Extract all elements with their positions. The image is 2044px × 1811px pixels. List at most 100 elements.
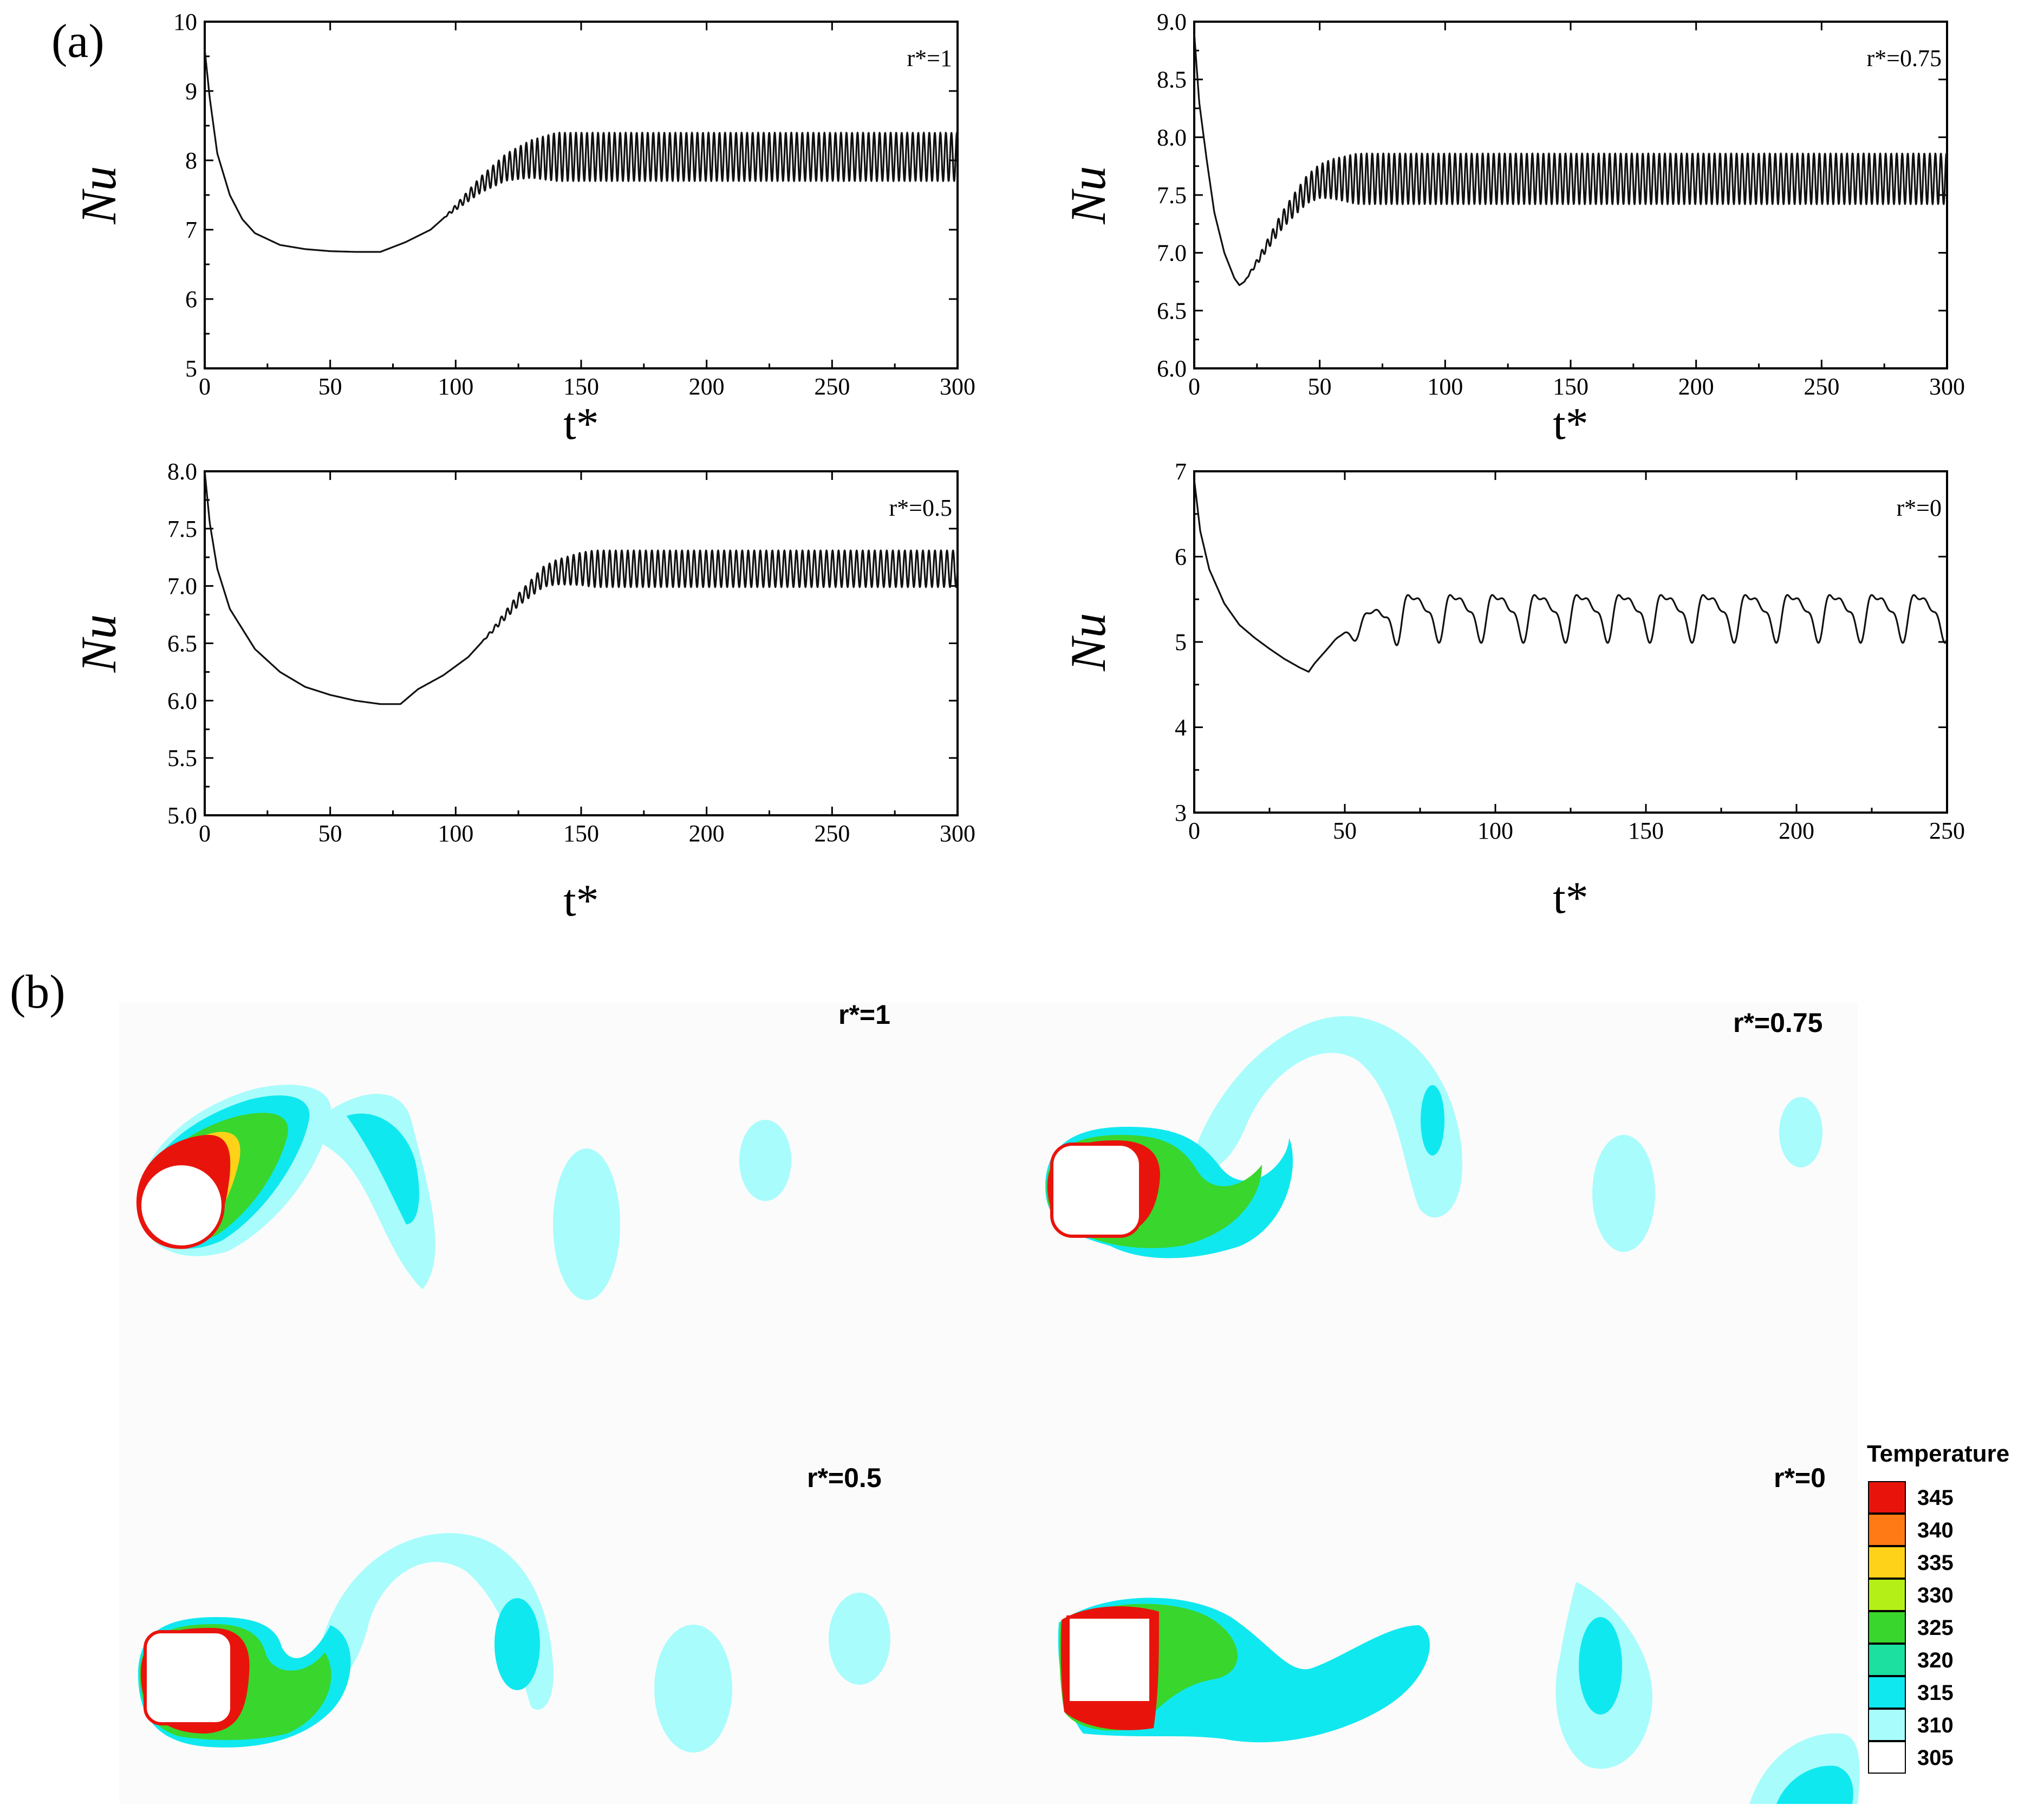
nu-series-line — [204, 49, 959, 253]
legend-swatch — [1868, 1611, 1906, 1644]
y-tick-label: 4 — [1175, 715, 1187, 741]
y-tick-label: 8.5 — [1157, 67, 1187, 93]
y-tick-label: 6.5 — [167, 631, 197, 657]
y-tick-label: 10 — [173, 9, 197, 35]
legend-swatch — [1868, 1644, 1906, 1676]
chart-2: 0 50 100 150 200 250 300 5.0 5.5 6.0 6.5 7.0 7.5 8.0 t… — [71, 458, 975, 926]
vortex-downstream-3 — [654, 1625, 732, 1752]
legend-label: 340 — [1917, 1518, 1954, 1542]
x-axis-title: t* — [563, 875, 598, 926]
x-axis-title: t* — [1553, 873, 1588, 923]
x-tick-label: 250 — [1929, 817, 1965, 844]
legend-label: 315 — [1917, 1681, 1954, 1705]
x-axis-title: t* — [563, 399, 598, 449]
legend-label: 345 — [1917, 1486, 1954, 1510]
vortex-core-2 — [1421, 1085, 1444, 1156]
x-tick-label: 250 — [1804, 373, 1839, 400]
nu-series-line — [204, 471, 959, 705]
x-tick-label: 200 — [689, 373, 725, 400]
legend-swatch — [1868, 1514, 1906, 1546]
legend-label: 305 — [1917, 1746, 1954, 1770]
curve-annotation: r*=0.5 — [889, 495, 952, 521]
vortex-downstream-2 — [1592, 1135, 1655, 1252]
x-tick-label: 200 — [1678, 373, 1714, 400]
contour-label-r05: r*=0.5 — [807, 1463, 882, 1493]
legend-swatch — [1868, 1481, 1906, 1514]
contour-label-r1: r*=1 — [838, 999, 890, 1030]
vortex-core-3 — [494, 1598, 540, 1690]
y-axis-title: Nu — [1060, 613, 1116, 671]
x-tick-label: 200 — [1779, 817, 1814, 844]
y-tick-label: 5.5 — [167, 745, 197, 771]
x-tick-label: 150 — [1628, 817, 1664, 844]
x-tick-label: 200 — [689, 820, 725, 847]
x-tick-label: 150 — [1553, 373, 1589, 400]
legend-swatch — [1868, 1579, 1906, 1611]
x-tick-label: 100 — [438, 820, 473, 847]
vortex-shed-2 — [1192, 1016, 1462, 1218]
x-axis-title: t* — [1553, 399, 1588, 449]
vortex-far-3 — [829, 1593, 890, 1685]
x-tick-label: 0 — [1188, 817, 1200, 844]
contour-plots: r*=1 r*=0.75 r*=0.5 — [119, 999, 2009, 1804]
vortex-core-4 — [1579, 1617, 1622, 1715]
nu-series-line — [1193, 33, 1948, 287]
vortex-downstream-1 — [553, 1148, 620, 1300]
y-tick-label: 8.0 — [167, 458, 197, 485]
legend-label: 335 — [1917, 1551, 1954, 1575]
x-tick-label: 100 — [438, 373, 473, 400]
y-tick-label: 5.0 — [167, 802, 197, 829]
x-tick-label: 300 — [1929, 373, 1965, 400]
y-tick-label: 7.0 — [1157, 240, 1187, 267]
x-tick-label: 250 — [814, 820, 850, 847]
legend-title: Temperature — [1867, 1440, 2009, 1467]
temperature-legend: Temperature 345 340 335 330 325 320 315 310 305 — [1867, 1440, 2009, 1774]
y-tick-label: 6.5 — [1157, 297, 1187, 324]
chart-1: 0 50 100 150 200 250 300 6.0 6.5 7.0 7.5 8.0 8.5 9.0 t… — [1060, 9, 1965, 449]
x-tick-label: 50 — [1333, 817, 1357, 844]
x-tick-label: 150 — [563, 820, 599, 847]
vortex-shed-3 — [314, 1533, 554, 1710]
legend-label: 325 — [1917, 1616, 1954, 1640]
panel-label-a: (a) — [51, 15, 105, 68]
x-tick-label: 100 — [1427, 373, 1463, 400]
plot-frame — [1193, 470, 1948, 814]
y-tick-label: 7.5 — [167, 516, 197, 542]
curve-annotation: r*=0.75 — [1867, 45, 1942, 72]
x-tick-label: 150 — [563, 373, 599, 400]
contour-panel-r075: r*=0.75 — [1045, 1008, 1822, 1258]
plot-frame — [204, 470, 959, 816]
nu-series-line — [1193, 479, 1948, 673]
vortex-edge-core-4 — [1776, 1765, 1853, 1804]
y-axis-title: Nu — [1060, 166, 1116, 224]
x-tick-label: 50 — [318, 820, 342, 847]
legend-label: 310 — [1917, 1713, 1954, 1737]
y-tick-label: 7.0 — [167, 573, 197, 600]
y-tick-label: 8.0 — [1157, 124, 1187, 151]
panel-label-b: (b) — [10, 966, 66, 1018]
y-tick-label: 3 — [1175, 800, 1187, 826]
curve-annotation: r*=0 — [1897, 495, 1942, 521]
plot-frame — [204, 21, 959, 369]
x-tick-label: 250 — [814, 373, 850, 400]
x-tick-label: 300 — [940, 820, 975, 847]
legend-label: 320 — [1917, 1648, 1954, 1672]
legend-swatch — [1868, 1709, 1906, 1741]
y-tick-label: 6.0 — [167, 687, 197, 714]
curve-annotation: r*=1 — [907, 45, 952, 72]
contour-label-r075: r*=0.75 — [1733, 1008, 1822, 1038]
y-tick-label: 6 — [1175, 544, 1187, 570]
y-tick-label: 9.0 — [1157, 9, 1187, 35]
x-tick-label: 100 — [1477, 817, 1513, 844]
y-tick-label: 7 — [1175, 458, 1187, 485]
legend-swatch — [1868, 1676, 1906, 1709]
cylinder-circle — [138, 1162, 225, 1249]
cylinder-rounded-05 — [144, 1630, 233, 1725]
contour-panel-r1: r*=1 — [136, 999, 890, 1300]
contour-panel-r0: r*=0 — [1058, 1463, 1860, 1804]
contour-label-r0: r*=0 — [1774, 1463, 1826, 1493]
vortex-far-2 — [1779, 1097, 1822, 1167]
legend-items: 345 340 335 330 325 320 315 310 305 — [1868, 1481, 1954, 1774]
